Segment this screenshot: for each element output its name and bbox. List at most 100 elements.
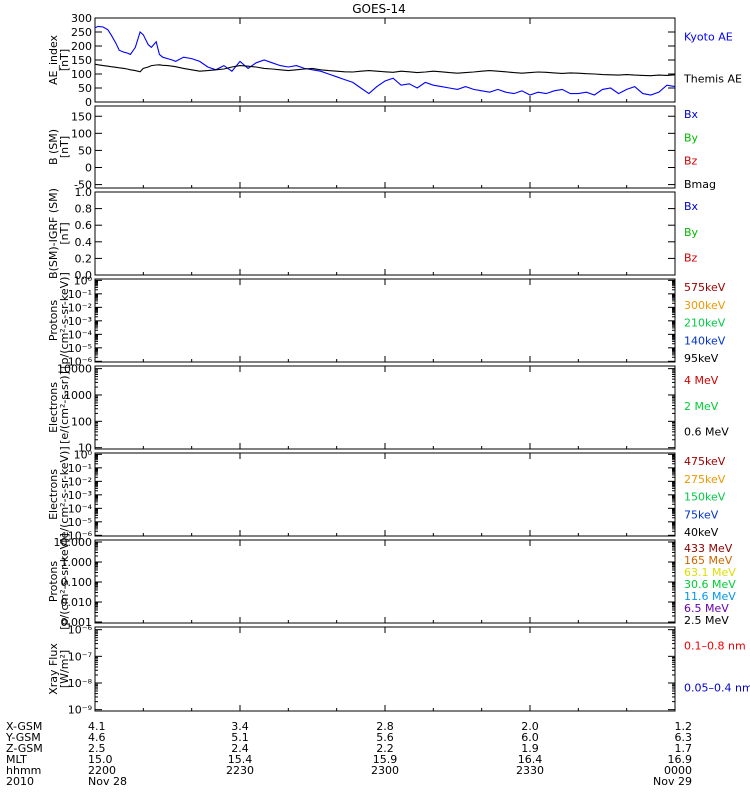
legend-entry: 0.6 MeV — [684, 426, 729, 439]
y-tick-label: 200 — [71, 40, 92, 53]
panel-6: 10⁻⁶10⁻⁵10⁻⁴10⁻³10⁻²10⁻¹10⁰Electrons[e/(… — [47, 446, 726, 542]
panel-frame — [94, 105, 676, 189]
legend-entry: 75keV — [684, 508, 719, 521]
y-tick-label: 10⁻² — [68, 301, 92, 314]
x-row-value: 2230 — [226, 764, 254, 777]
legend-entry: 433 MeV — [684, 542, 733, 555]
y-tick-label: 0 — [85, 162, 92, 175]
x-row-value: 2.0 — [521, 720, 539, 733]
y-tick-label: 50 — [78, 144, 92, 157]
panel-8: 10⁻⁹ 10⁻⁸ 10⁻⁷ 10⁻⁶ Xray Flux[W/m²] 0.1–0.8 n… — [47, 624, 750, 717]
panel-frame — [94, 365, 676, 450]
legend-entry: 2 MeV — [684, 400, 719, 413]
series-line — [94, 63, 676, 77]
legend-entry: Bmag — [684, 178, 716, 191]
x-row-value: 2330 — [516, 764, 544, 777]
y-axis-label-line: Electrons — [47, 469, 60, 520]
panel-frame — [94, 191, 676, 276]
y-axis-label: AE_index[nT] — [47, 34, 71, 85]
y-tick-label: 10⁻³ — [68, 315, 92, 328]
x-row-value: 15.0 — [88, 753, 113, 766]
x-axis-ephemeris: X-GSM 4.1 3.4 2.8 2.0 1.2 Y-GSM 4.6 5.1 5.6 6.0 6.3… — [5, 720, 692, 788]
y-tick-label: 10⁻⁵ — [68, 342, 92, 355]
y-tick-label: 10⁻³ — [68, 489, 92, 502]
y-tick-label: 1.000 — [61, 556, 93, 569]
x-row-label: Y-GSM — [5, 731, 41, 744]
x-row-value: 2200 — [88, 764, 116, 777]
y-tick-label: 10⁰ — [74, 448, 93, 461]
y-tick-label: 10⁻⁵ — [68, 516, 92, 529]
legend-entry: 300keV — [684, 299, 726, 312]
y-axis-label-line: [nT] — [58, 136, 71, 158]
y-axis-label: Electrons[e/(cm²-s-sr)] — [47, 371, 71, 444]
legend-entry: By — [684, 131, 699, 144]
x-row-label: X-GSM — [6, 720, 42, 733]
legend-entry: Kyoto AE — [684, 30, 733, 43]
y-tick-label: 250 — [71, 26, 92, 39]
y-tick-label: 300 — [71, 12, 92, 25]
x-row-value: 2.8 — [376, 720, 394, 733]
legend-entry: Bz — [684, 252, 698, 265]
x-row-value: 4.1 — [88, 720, 106, 733]
x-row-value: Nov 28 — [88, 775, 127, 788]
y-axis-label-line: Xray Flux — [47, 643, 60, 695]
y-axis-label-line: [p/(cm²-s-sr-keV)] — [58, 272, 71, 369]
x-row-value: 15.4 — [228, 753, 253, 766]
y-tick-label: 10⁻⁶ — [68, 355, 93, 368]
y-axis-label: Protons[p/(cm²-s-sr-keV)] — [47, 533, 71, 630]
y-axis-label-line: B (SM) — [47, 129, 60, 165]
y-axis-label-line: B(SM)-IGRF (SM) — [47, 188, 60, 279]
x-row-label: Z-GSM — [6, 742, 43, 755]
panel-frame — [94, 452, 676, 537]
legend-entry: Bz — [684, 155, 698, 168]
legend-entry: Themis AE — [683, 72, 742, 85]
y-tick-label: 10⁻⁶ — [68, 624, 93, 637]
y-tick-label: 10 — [78, 442, 92, 455]
x-row-value: 2.2 — [376, 742, 394, 755]
legend-entry: 210keV — [684, 317, 726, 330]
y-tick-label: 0 — [85, 96, 92, 109]
x-row-value: 2.5 — [88, 742, 106, 755]
y-tick-label: 1.0 — [75, 186, 93, 199]
y-tick-label: 0.6 — [75, 219, 93, 232]
legend-entry: 2.5 MeV — [684, 614, 729, 627]
panel-frame — [94, 17, 676, 103]
y-axis-label-line: [p/(cm²-s-sr-keV)] — [58, 533, 71, 630]
x-row-value: 16.4 — [518, 753, 543, 766]
legend-entry: 140keV — [684, 334, 726, 347]
legend-entry: 165 MeV — [684, 554, 733, 567]
legend-entry: Bx — [684, 108, 699, 121]
y-tick-label: 1000 — [64, 389, 92, 402]
y-axis-label: B (SM)[nT] — [47, 129, 71, 165]
y-tick-label: 0.010 — [61, 596, 93, 609]
x-row-value: 2300 — [371, 764, 399, 777]
legend-entry: 150keV — [684, 491, 726, 504]
x-row-value: Nov 29 — [653, 775, 692, 788]
y-tick-label: 100 — [71, 68, 92, 81]
y-tick-label: 100 — [71, 415, 92, 428]
y-axis-label: Xray Flux[W/m²] — [47, 643, 71, 695]
y-tick-label: 10000 — [57, 363, 92, 376]
y-tick-label: 0.4 — [75, 236, 93, 249]
legend-entry: 11.6 MeV — [684, 590, 736, 603]
y-tick-label: 10⁻⁴ — [68, 502, 93, 515]
y-tick-label: 10⁻² — [68, 475, 92, 488]
legend-entry: 63.1 MeV — [684, 566, 736, 579]
y-tick-label: 10⁰ — [74, 274, 93, 287]
x-row-label: 2010 — [6, 775, 34, 788]
x-row-value: 6.3 — [675, 731, 693, 744]
panel-frame — [94, 626, 676, 712]
y-axis-label-line: [e/(cm²-s-sr)] — [58, 371, 71, 444]
y-axis-label-line: Protons — [47, 561, 60, 602]
panel-frame — [94, 278, 676, 363]
x-row-label: hhmm — [6, 764, 41, 777]
y-tick-label: 50 — [78, 82, 92, 95]
y-axis-label-line: [W/m²] — [58, 650, 71, 688]
x-row-value: 1.2 — [675, 720, 693, 733]
x-row-value: 6.0 — [521, 731, 539, 744]
x-row-value: 2.4 — [231, 742, 249, 755]
